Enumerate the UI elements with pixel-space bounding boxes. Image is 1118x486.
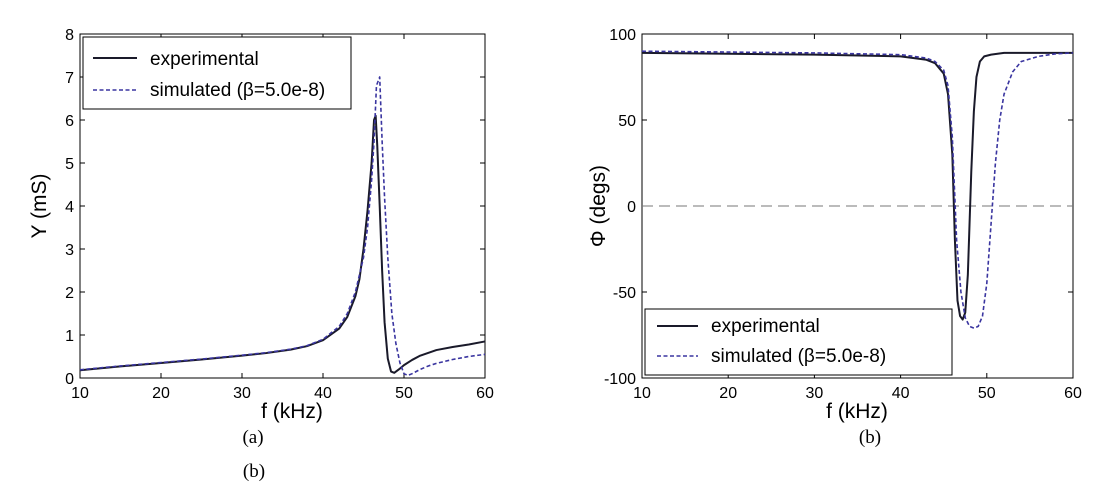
y-tick-label-a-6: 6 xyxy=(65,113,74,130)
x-tick-label-a-3: 40 xyxy=(314,385,332,402)
x-tick-label-a-1: 20 xyxy=(152,385,170,402)
legend-box-a xyxy=(82,36,352,110)
y-axis-label-b: Φ (degs) xyxy=(587,165,610,247)
y-tick-label-a-1: 1 xyxy=(65,328,74,345)
series-line-simulated-a xyxy=(79,76,486,377)
x-tick-label-a-4: 50 xyxy=(395,385,413,402)
x-tick-label-b-0: 10 xyxy=(633,385,651,402)
y-tick-label-b-4: 100 xyxy=(609,27,636,44)
y-tick-label-a-4: 4 xyxy=(65,199,74,216)
x-tick-label-b-1: 20 xyxy=(719,385,737,402)
legend-label-simulated-b: simulated (β=5.0e-8) xyxy=(711,346,886,367)
y-axis-label-a: Y (mS) xyxy=(28,174,51,239)
series-lines-b xyxy=(641,50,1074,329)
y-tick-label-a-7: 7 xyxy=(65,70,74,87)
y-tick-label-a-8: 8 xyxy=(65,27,74,44)
y-tick-label-b-1: -50 xyxy=(613,285,636,302)
x-tick-label-b-3: 40 xyxy=(892,385,910,402)
panel-b: 10 20 30 40 50 60 -100 -50 0 50 100 f (kHz) Φ (deg… xyxy=(587,27,1082,448)
x-tick-label-b-5: 60 xyxy=(1064,385,1082,402)
series-lines-a xyxy=(79,76,486,377)
x-tick-label-a-2: 30 xyxy=(233,385,251,402)
panel-a: 10 20 30 40 50 60 0 1 2 3 4 5 6 7 8 f (kHz) Y (mS) exp… xyxy=(28,27,494,482)
caption-b: (b) xyxy=(859,427,881,448)
y-tick-label-a-2: 2 xyxy=(65,285,74,302)
series-line-simulated-b xyxy=(641,50,1074,329)
y-tick-label-b-0: -100 xyxy=(604,371,636,388)
x-axis-label-b: f (kHz) xyxy=(826,400,888,423)
ticks-a: 10 20 30 40 50 60 0 1 2 3 4 5 6 7 8 xyxy=(65,27,494,402)
caption-a: (a) xyxy=(242,427,263,448)
x-tick-label-b-2: 30 xyxy=(806,385,824,402)
x-tick-label-b-4: 50 xyxy=(978,385,996,402)
caption-below: (b) xyxy=(243,461,265,482)
legend-box-b xyxy=(644,308,953,376)
x-tick-label-a-0: 10 xyxy=(71,385,89,402)
y-tick-label-a-5: 5 xyxy=(65,156,74,173)
x-axis-label-a: f (kHz) xyxy=(261,400,323,423)
legend-label-simulated-a: simulated (β=5.0e-8) xyxy=(150,80,325,101)
series-line-experimental-b xyxy=(641,51,1073,321)
y-tick-label-a-0: 0 xyxy=(65,371,74,388)
y-tick-label-a-3: 3 xyxy=(65,242,74,259)
legend-a: experimental simulated (β=5.0e-8) xyxy=(82,36,352,110)
ticks-b: 10 20 30 40 50 60 -100 -50 0 50 100 xyxy=(604,27,1082,402)
y-tick-label-b-3: 50 xyxy=(618,113,636,130)
legend-b: experimental simulated (β=5.0e-8) xyxy=(644,308,953,376)
x-tick-label-a-5: 60 xyxy=(476,385,494,402)
legend-label-experimental-a: experimental xyxy=(150,49,259,70)
legend-label-experimental-b: experimental xyxy=(711,316,820,337)
y-tick-label-b-2: 0 xyxy=(627,199,636,216)
